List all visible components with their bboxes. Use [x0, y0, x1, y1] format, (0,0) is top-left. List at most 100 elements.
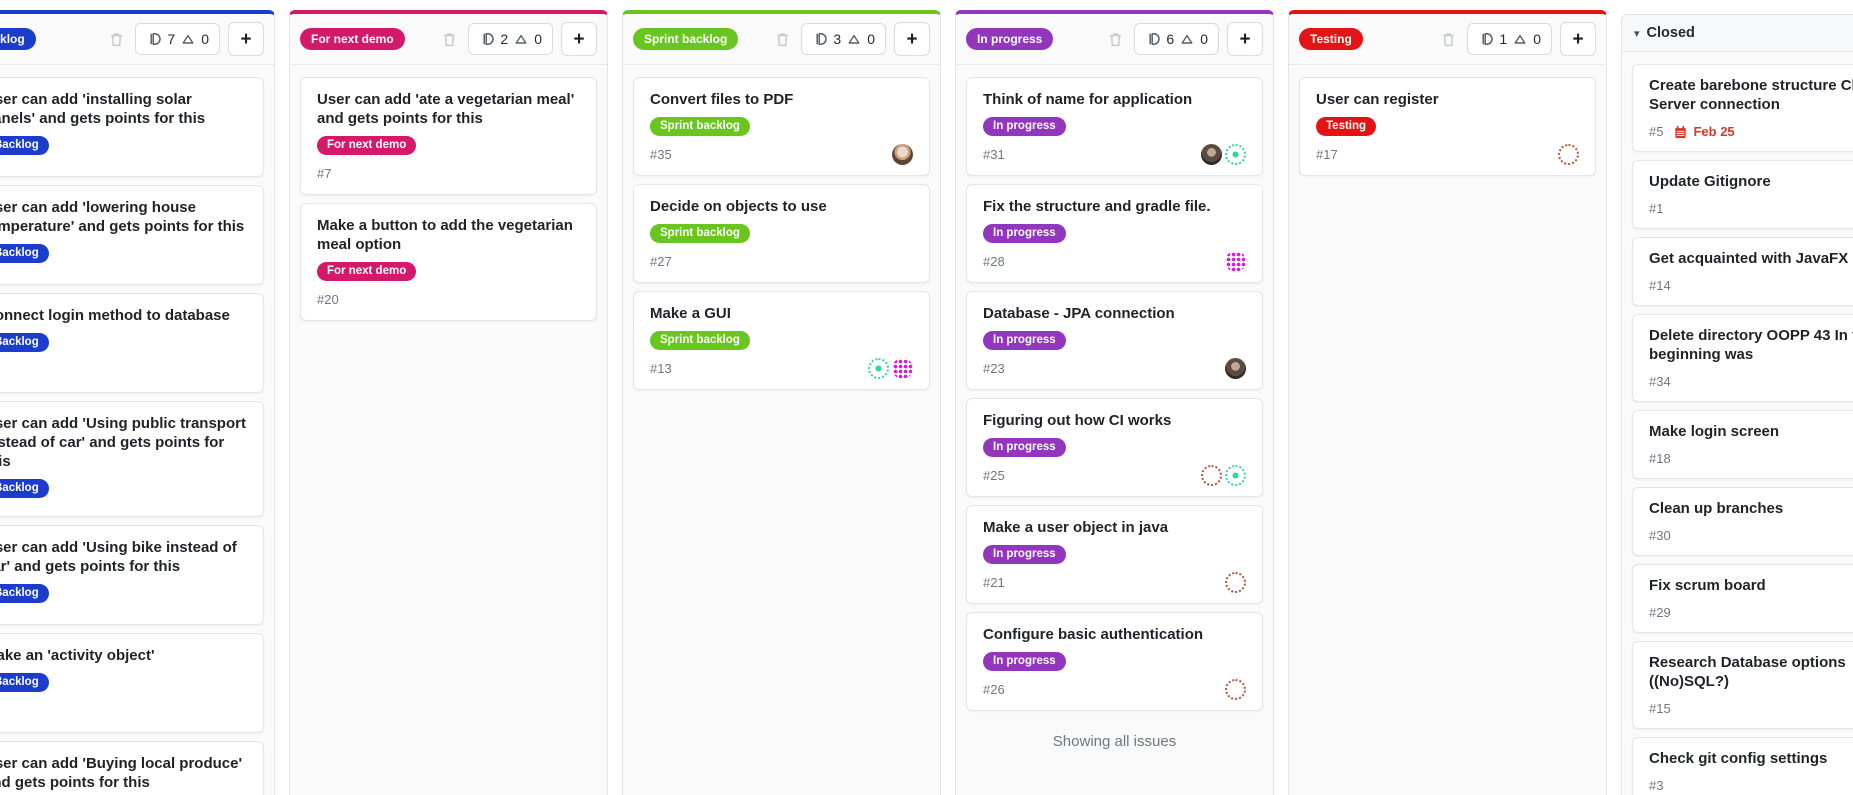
card-title: Think of name for application	[983, 91, 1193, 108]
add-card-button[interactable]: +	[894, 22, 930, 56]
card-title: Make login screen	[1649, 423, 1780, 440]
card[interactable]: Decide on objects to use Sprint backlog #2…	[633, 184, 930, 283]
assignee-avatars	[1555, 144, 1579, 165]
card[interactable]: Make login screen #18	[1632, 410, 1853, 479]
collapse-chevron-icon: ▾	[1634, 27, 1640, 40]
card[interactable]: Figuring out how CI works In progress #25	[966, 398, 1263, 497]
avatar	[892, 358, 913, 379]
card-footer: #21	[983, 572, 1246, 593]
card[interactable]: User can add 'ate a vegetarian meal' and…	[300, 77, 597, 195]
card[interactable]: User can register Testing #17	[1299, 77, 1596, 176]
card-label-row: In progress	[983, 330, 1246, 350]
card[interactable]: Clean up branches #30	[1632, 487, 1853, 556]
closed-column-header[interactable]: ▾ Closed	[1622, 15, 1853, 52]
card-number: #31	[983, 147, 1005, 162]
column-for-next-demo: For next demo 2 0 + User can add 'ate a vege…	[289, 10, 608, 795]
delete-column-button[interactable]	[772, 29, 793, 50]
assignee-avatars	[865, 358, 913, 379]
avatar	[1201, 144, 1222, 165]
add-card-button[interactable]: +	[561, 22, 597, 56]
card-label-row: In progress	[983, 544, 1246, 564]
delete-column-button[interactable]	[106, 29, 127, 50]
card-footer: #1	[1649, 198, 1853, 219]
card-number: #15	[1649, 701, 1671, 716]
card[interactable]: Update Gitignore #1	[1632, 160, 1853, 229]
pending-count: 0	[1533, 31, 1541, 47]
showing-all-issues-text: Showing all issues	[1052, 733, 1177, 750]
card-number: #18	[1649, 451, 1671, 466]
card-number: #29	[1649, 605, 1671, 620]
card-label: Backlog	[0, 136, 49, 155]
card[interactable]: User can add 'Using bike instead of car'…	[0, 525, 264, 625]
card-number: #5	[1649, 124, 1664, 139]
card-footer: #29	[1649, 602, 1853, 623]
card[interactable]: Make a GUI Sprint backlog #13	[633, 291, 930, 390]
card-title: User can register	[1316, 91, 1439, 108]
card-number: #13	[650, 361, 672, 376]
add-card-button[interactable]: +	[1227, 22, 1263, 56]
card[interactable]: User can add 'Using public transport ins…	[0, 401, 264, 517]
pending-count: 0	[867, 31, 875, 47]
card-number: #14	[1649, 278, 1671, 293]
card-label-row: Backlog	[0, 672, 247, 692]
avatar	[1225, 572, 1246, 593]
card[interactable]: Think of name for application In progress…	[966, 77, 1263, 176]
card-footer: #25	[983, 465, 1246, 486]
column-backlog: Backlog 70+ User can add 'installing solar…	[0, 10, 275, 795]
card[interactable]: User can add 'Buying local produce' and …	[0, 741, 264, 795]
card-number: #1	[1649, 201, 1664, 216]
column-name-pill: Testing	[1299, 28, 1363, 50]
card-label-row: In progress	[983, 116, 1246, 136]
cards-count: 1	[1499, 31, 1508, 47]
delete-column-button[interactable]	[1105, 29, 1126, 50]
card[interactable]: Connect login method to database Backlog	[0, 293, 264, 393]
add-card-button[interactable]: +	[1560, 22, 1596, 56]
card-footer: #13	[650, 358, 913, 379]
card-footer: #27	[650, 251, 913, 272]
card-footer: #28	[983, 251, 1246, 272]
card[interactable]: Create barebone structure Client-Server …	[1632, 64, 1853, 152]
delete-column-button[interactable]	[439, 29, 460, 50]
card[interactable]: Make an 'activity object' Backlog	[0, 633, 264, 733]
card-title: User can add 'Buying local produce' and …	[0, 755, 243, 791]
card[interactable]: Get acquainted with JavaFX #14	[1632, 237, 1853, 306]
cards-icon	[483, 33, 495, 45]
trash-icon	[111, 32, 123, 46]
card[interactable]: Check git config settings #3	[1632, 737, 1853, 795]
card-label-row: Backlog	[0, 135, 247, 155]
column-closed: ▾ Closed Create barebone structure Client-…	[1621, 14, 1853, 795]
card[interactable]: Make a user object in java In progress #21	[966, 505, 1263, 604]
card-label-row: Sprint backlog	[650, 116, 913, 136]
card-title: Make a button to add the vegetarian meal…	[317, 217, 573, 253]
card-title: Research Database options ((No)SQL?)	[1649, 654, 1846, 690]
card[interactable]: Fix the structure and gradle file. In pro…	[966, 184, 1263, 283]
card-number: #30	[1649, 528, 1671, 543]
add-card-button[interactable]: +	[228, 22, 264, 56]
card-number: #7	[317, 166, 332, 181]
card[interactable]: Fix scrum board #29	[1632, 564, 1853, 633]
delete-column-button[interactable]	[1438, 29, 1459, 50]
card[interactable]: User can add 'lowering house temperature…	[0, 185, 264, 285]
assignee-avatars	[1222, 251, 1246, 272]
card-title: User can add 'installing solar panels' a…	[0, 91, 206, 127]
card-label-row: Backlog	[0, 243, 247, 263]
card-label: Sprint backlog	[650, 331, 750, 350]
card[interactable]: User can add 'installing solar panels' a…	[0, 77, 264, 177]
card-title: Clean up branches	[1649, 500, 1784, 517]
card[interactable]: Convert files to PDF Sprint backlog #35	[633, 77, 930, 176]
card-title: Make a user object in java	[983, 519, 1169, 536]
card-label-row: Backlog	[0, 583, 247, 603]
card[interactable]: Make a button to add the vegetarian meal…	[300, 203, 597, 321]
card[interactable]: Configure basic authentication In progres…	[966, 612, 1263, 711]
card[interactable]: Database - JPA connection In progress #23	[966, 291, 1263, 390]
card-title: Delete directory OOPP 43 In the beginnin…	[1649, 327, 1853, 363]
column-name-pill: Backlog	[0, 28, 36, 50]
card[interactable]: Delete directory OOPP 43 In the beginnin…	[1632, 314, 1853, 402]
card-label-row: In progress	[983, 437, 1246, 457]
card[interactable]: Research Database options ((No)SQL?) #15	[1632, 641, 1853, 729]
